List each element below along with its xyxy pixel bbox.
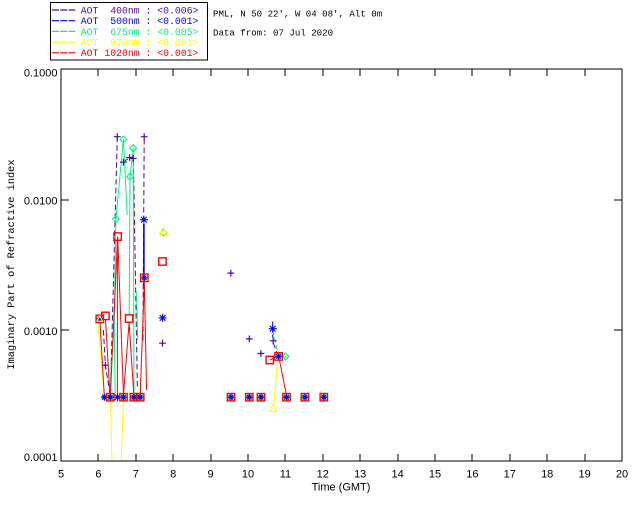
- svg-text:5: 5: [58, 469, 64, 481]
- svg-text:AOT 1020nm : <0.001>: AOT 1020nm : <0.001>: [81, 48, 199, 59]
- svg-text:14: 14: [391, 469, 403, 481]
- svg-text:PML, N 50 22', W 04 08', Alt 0: PML, N 50 22', W 04 08', Alt 0m: [213, 9, 382, 20]
- svg-text:17: 17: [504, 469, 516, 481]
- svg-text:AOT 500nm : <0.001>: AOT 500nm : <0.001>: [81, 16, 199, 27]
- svg-text:19: 19: [578, 469, 590, 481]
- svg-text:0.0001: 0.0001: [24, 452, 58, 464]
- svg-text:Data from: 07 Jul 2020: Data from: 07 Jul 2020: [213, 27, 333, 38]
- svg-text:9: 9: [208, 469, 214, 481]
- svg-text:Time (GMT): Time (GMT): [312, 482, 371, 494]
- svg-text:AOT 870nm : <0.001>: AOT 870nm : <0.001>: [81, 38, 199, 49]
- svg-text:0.0100: 0.0100: [24, 195, 58, 207]
- svg-text:11: 11: [280, 469, 291, 481]
- svg-text:12: 12: [317, 469, 329, 481]
- svg-text:8: 8: [170, 469, 176, 481]
- svg-text:0.1000: 0.1000: [24, 68, 58, 80]
- svg-text:16: 16: [466, 469, 478, 481]
- svg-text:6: 6: [95, 469, 101, 481]
- svg-text:Imaginary Part of Refractive i: Imaginary Part of Refractive index: [6, 159, 18, 369]
- svg-text:18: 18: [541, 469, 553, 481]
- svg-text:20: 20: [616, 469, 628, 481]
- svg-text:0.0010: 0.0010: [24, 326, 58, 338]
- svg-text:AOT 400nm : <0.006>: AOT 400nm : <0.006>: [81, 5, 199, 16]
- svg-text:AOT 675nm : <0.005>: AOT 675nm : <0.005>: [81, 27, 199, 38]
- svg-text:7: 7: [133, 469, 139, 481]
- svg-text:13: 13: [354, 469, 366, 481]
- svg-text:10: 10: [242, 469, 254, 481]
- svg-text:15: 15: [429, 469, 441, 481]
